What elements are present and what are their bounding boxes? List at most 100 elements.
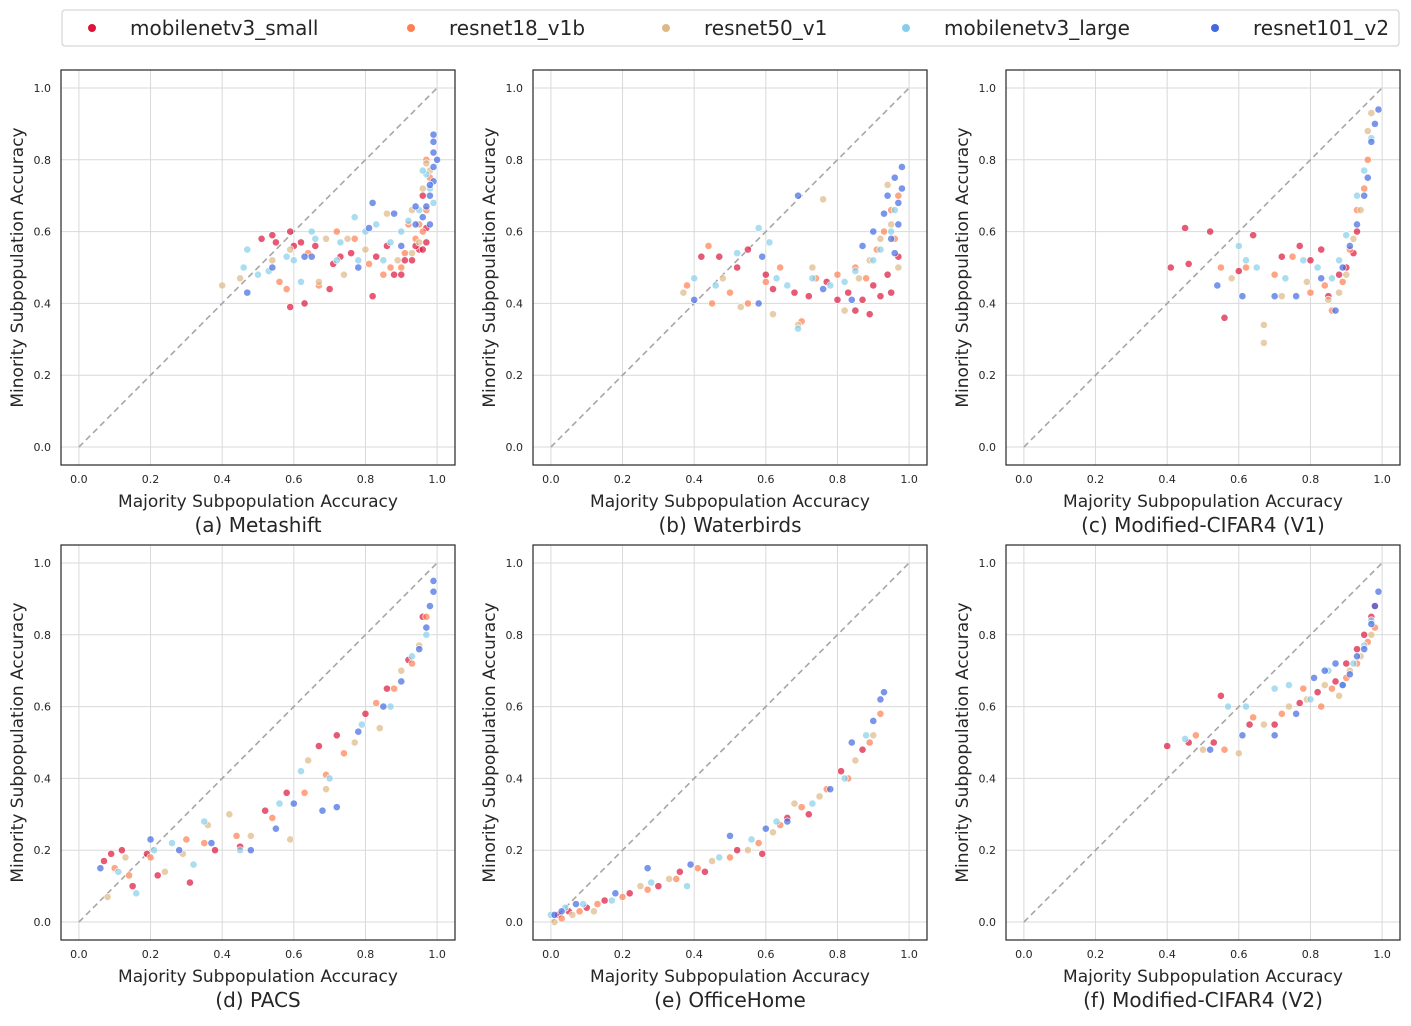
data-point [711,281,720,290]
data-point [422,159,431,168]
data-point [833,295,842,304]
y-tick-label: 0.0 [506,916,524,929]
data-point [851,306,860,315]
data-point [851,756,860,765]
data-point [246,831,255,840]
data-point [175,846,184,855]
y-tick-label: 0.2 [34,844,52,857]
data-point [744,245,752,254]
data-point [607,896,616,905]
data-point [415,238,424,247]
data-point [1338,263,1347,272]
data-point [726,831,734,840]
data-point [160,867,169,876]
y-tick-label: 0.0 [34,441,52,454]
data-point [1374,587,1383,596]
data-point [1324,295,1333,304]
data-point [880,209,888,218]
data-point [890,249,899,258]
data-point [1213,281,1222,290]
data-point [808,799,817,808]
diagonal-reference-line [1023,87,1383,448]
data-point [1367,630,1376,639]
data-point [704,242,713,250]
data-point [1220,745,1229,754]
data-point [1367,620,1376,628]
data-point [397,227,406,236]
data-point [1317,274,1326,283]
data-point [1245,720,1254,729]
data-point [200,817,209,826]
subplot-title: (a) Metashift [194,513,321,537]
x-axis-label: Majority Subpopulation Accuracy [1063,492,1343,512]
x-tick-label: 0.6 [285,948,303,961]
data-point [1335,691,1344,700]
data-point [114,867,123,876]
diagonal-reference-line [78,562,438,923]
x-tick-label: 0.2 [142,473,160,486]
series-resnet50_v1 [550,731,878,926]
data-point [200,839,209,847]
data-point [1217,263,1225,272]
series-resnet50_v1 [679,181,903,329]
axes-frame [60,69,456,466]
data-point [408,249,416,258]
data-point [1242,256,1250,265]
y-tick-label: 0.4 [34,297,52,310]
diagonal-reference-line [550,562,910,923]
data-point [336,238,345,247]
data-point [300,252,309,261]
data-point [618,893,627,901]
data-point [683,281,691,290]
data-point [128,882,137,891]
data-point [1331,677,1340,686]
data-point [890,173,899,182]
data-point [343,234,352,243]
data-point [1328,684,1336,693]
data-point [300,788,309,797]
data-point [383,209,391,218]
legend-entry-mobilenetv3_large: mobilenetv3_large [902,16,1130,40]
data-point [754,224,763,232]
subplot-title: (e) OfficeHome [654,988,806,1012]
data-point [268,256,277,265]
data-point [311,234,320,243]
data-point [869,717,878,725]
data-point [1363,127,1372,135]
data-point [372,252,381,261]
data-point [1249,231,1258,240]
data-point [1224,702,1232,711]
data-point [1331,306,1340,315]
y-tick-label: 0.2 [979,369,997,382]
data-point [1335,256,1344,265]
y-axis-label: Minority Subpopulation Accuracy [8,127,28,407]
data-point [1310,673,1318,682]
data-point [1353,227,1361,236]
x-tick-label: 1.0 [900,473,918,486]
y-tick-label: 1.0 [34,557,52,570]
data-point [243,288,252,297]
data-point [761,270,770,279]
x-tick-label: 0.0 [70,473,88,486]
series-resnet18_v1b [110,612,431,880]
data-point [847,295,856,304]
data-point [1360,191,1369,200]
data-point [1292,709,1301,718]
data-point [429,148,438,157]
data-point [833,270,842,279]
data-point [1181,735,1189,743]
data-point [426,220,434,229]
axes-frame [1005,544,1401,941]
diagonal-reference-line [1023,562,1383,923]
data-point [1281,274,1290,283]
data-point [289,256,298,265]
subplot-2: 0.0 0.2 0.4 0.6 0.8 1.0 0.0 0.2 0.4 0.6 0.8 1.0 Majo… [480,69,928,537]
data-point [1206,745,1215,754]
x-tick-label: 0.0 [542,473,560,486]
data-point [1299,256,1308,265]
data-point [1371,119,1379,128]
subplot-title: (d) PACS [215,988,300,1012]
data-point [347,249,356,258]
y-tick-label: 1.0 [979,82,997,95]
data-point [898,184,906,193]
